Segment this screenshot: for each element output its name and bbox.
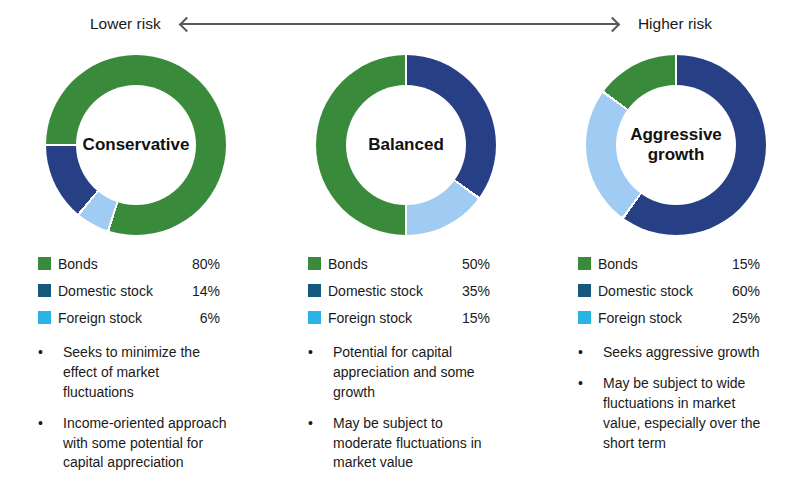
legend: Bonds 80% Domestic stock 14% Foreign sto… xyxy=(38,250,220,331)
donut-center-label: Aggressive growth xyxy=(617,125,735,166)
bullet-list: • Seeks to minimize the effect of market… xyxy=(38,343,233,473)
bullet-text: May be subject to moderate fluctuations … xyxy=(333,414,503,474)
risk-arrow xyxy=(181,23,618,25)
lower-risk-label: Lower risk xyxy=(90,15,161,33)
legend-label: Foreign stock xyxy=(328,310,412,326)
donut-chart: Aggressive growth xyxy=(586,55,766,235)
legend-row: Domestic stock 60% xyxy=(578,277,760,304)
legend-label: Foreign stock xyxy=(58,310,142,326)
bullet-item: • Potential for capital appreciation and… xyxy=(308,343,503,403)
legend-swatch-domestic-stock xyxy=(38,284,51,297)
legend-row: Bonds 50% xyxy=(308,250,490,277)
higher-risk-label: Higher risk xyxy=(638,15,712,33)
risk-scale-header: Lower risk Higher risk xyxy=(0,0,800,33)
legend: Bonds 15% Domestic stock 60% Foreign sto… xyxy=(578,250,760,331)
legend-value: 15% xyxy=(732,256,760,272)
legend-label: Bonds xyxy=(58,256,98,272)
legend-label: Foreign stock xyxy=(598,310,682,326)
portfolio-risk-graphic: Lower risk Higher risk Conservative Bond… xyxy=(0,0,800,495)
bullet-icon: • xyxy=(578,343,592,363)
legend-row: Foreign stock 25% xyxy=(578,304,760,331)
legend-label: Bonds xyxy=(598,256,638,272)
legend-value: 25% xyxy=(732,310,760,326)
bullet-icon: • xyxy=(308,414,322,474)
bullet-icon: • xyxy=(38,414,52,474)
bullet-list: • Potential for capital appreciation and… xyxy=(308,343,503,473)
bullet-item: • Income-oriented approach with some pot… xyxy=(38,414,233,474)
legend-swatch-bonds xyxy=(308,257,321,270)
legend-row: Bonds 80% xyxy=(38,250,220,277)
legend-label: Domestic stock xyxy=(328,283,423,299)
donut-chart: Balanced xyxy=(316,55,496,235)
bullet-text: Income-oriented approach with some poten… xyxy=(63,414,233,474)
arrow-left-icon xyxy=(178,17,194,33)
legend-row: Domestic stock 35% xyxy=(308,277,490,304)
bullet-list: • Seeks aggressive growth • May be subje… xyxy=(578,343,773,453)
portfolio-column-balanced: Balanced Bonds 50% Domestic stock 35% Fo… xyxy=(308,55,533,484)
arrow-right-icon xyxy=(605,17,621,33)
legend-swatch-domestic-stock xyxy=(578,284,591,297)
legend-swatch-domestic-stock xyxy=(308,284,321,297)
legend-value: 15% xyxy=(462,310,490,326)
legend-value: 60% xyxy=(732,283,760,299)
legend-swatch-bonds xyxy=(38,257,51,270)
donut-center-label: Conservative xyxy=(77,135,195,155)
legend-swatch-foreign-stock xyxy=(578,311,591,324)
legend-label: Domestic stock xyxy=(598,283,693,299)
bullet-item: • Seeks to minimize the effect of market… xyxy=(38,343,233,403)
bullet-text: Seeks aggressive growth xyxy=(603,343,759,363)
bullet-text: May be subject to wide fluctuations in m… xyxy=(603,374,773,454)
donut-hole: Aggressive growth xyxy=(616,85,736,205)
bullet-icon: • xyxy=(578,374,592,454)
legend-value: 50% xyxy=(462,256,490,272)
legend-row: Bonds 15% xyxy=(578,250,760,277)
legend-row: Foreign stock 15% xyxy=(308,304,490,331)
bullet-text: Seeks to minimize the effect of market f… xyxy=(63,343,233,403)
legend: Bonds 50% Domestic stock 35% Foreign sto… xyxy=(308,250,490,331)
legend-value: 14% xyxy=(192,283,220,299)
portfolio-column-conservative: Conservative Bonds 80% Domestic stock 14… xyxy=(38,55,263,484)
bullet-item: • May be subject to moderate fluctuation… xyxy=(308,414,503,474)
legend-label: Bonds xyxy=(328,256,368,272)
legend-row: Foreign stock 6% xyxy=(38,304,220,331)
legend-label: Domestic stock xyxy=(58,283,153,299)
legend-row: Domestic stock 14% xyxy=(38,277,220,304)
donut-hole: Conservative xyxy=(76,85,196,205)
portfolio-column-aggressive-growth: Aggressive growth Bonds 15% Domestic sto… xyxy=(578,55,793,484)
legend-swatch-bonds xyxy=(578,257,591,270)
bullet-text: Potential for capital appreciation and s… xyxy=(333,343,503,403)
legend-swatch-foreign-stock xyxy=(38,311,51,324)
legend-value: 80% xyxy=(192,256,220,272)
bullet-icon: • xyxy=(308,343,322,403)
bullet-icon: • xyxy=(38,343,52,403)
portfolio-columns: Conservative Bonds 80% Domestic stock 14… xyxy=(0,55,800,484)
donut-chart: Conservative xyxy=(46,55,226,235)
bullet-item: • May be subject to wide fluctuations in… xyxy=(578,374,773,454)
legend-swatch-foreign-stock xyxy=(308,311,321,324)
legend-value: 6% xyxy=(200,310,220,326)
legend-value: 35% xyxy=(462,283,490,299)
donut-center-label: Balanced xyxy=(347,135,465,155)
donut-hole: Balanced xyxy=(346,85,466,205)
bullet-item: • Seeks aggressive growth xyxy=(578,343,773,363)
